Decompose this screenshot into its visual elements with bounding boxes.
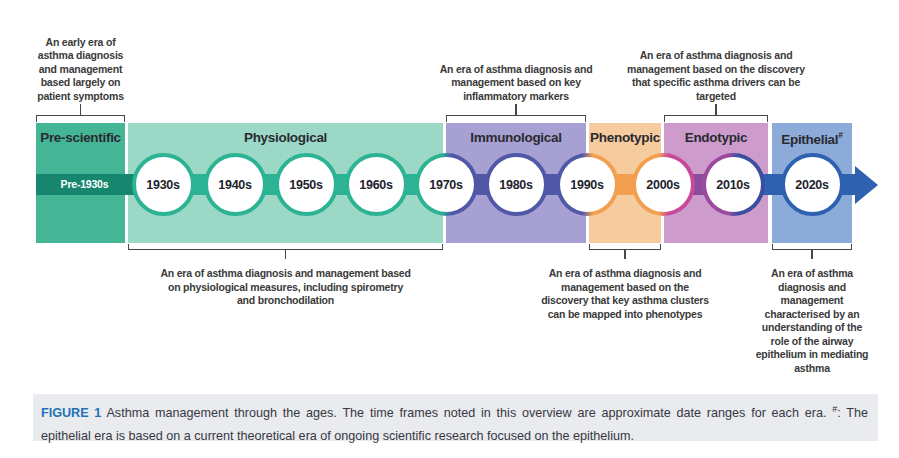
annotation-physiological-note: An era of asthma diagnosis and managemen…: [151, 267, 421, 308]
decade-label: 2020s: [785, 157, 840, 212]
era-label-epithelial: Epithelial#: [772, 130, 852, 147]
timeline-node-2010s: 2010s: [702, 153, 765, 216]
era-label-physiological: Physiological: [128, 130, 443, 145]
decade-label: 2010s: [706, 157, 761, 212]
decade-label: 1980s: [489, 157, 544, 212]
bracket-immunological-note: [446, 115, 586, 122]
timeline-arrow-icon: [855, 166, 878, 204]
timeline-node-2020s: 2020s: [781, 153, 844, 216]
bracket-endotypic-note: [664, 115, 768, 122]
timeline-node-1970s: 1970s: [415, 153, 478, 216]
era-label-pre-scientific: Pre-scientific: [36, 130, 125, 145]
bracket-tick-endotypic-note: [715, 104, 716, 115]
caption-body-text: Asthma management through the ages. The …: [106, 406, 832, 420]
figure-asthma-eras-timeline: Pre-scientificPhysiologicalImmunological…: [0, 0, 899, 458]
decade-label: 1930s: [136, 157, 191, 212]
annotation-pre-scientific-note: An early era of asthma diagnosis and man…: [25, 36, 137, 104]
decade-label: 1940s: [208, 157, 263, 212]
era-label-phenotypic: Phenotypic: [589, 130, 661, 145]
bracket-tick-pre-scientific-note: [80, 104, 81, 115]
bracket-tick-phenotypic-note: [624, 250, 625, 259]
annotation-endotypic-note: An era of asthma diagnosis and managemen…: [606, 49, 826, 103]
annotation-immunological-note: An era of asthma diagnosis and managemen…: [424, 63, 609, 104]
era-footnote-marker: #: [838, 130, 842, 140]
annotation-phenotypic-note: An era of asthma diagnosis and managemen…: [528, 267, 723, 321]
decade-label: 1960s: [349, 157, 404, 212]
timeline-node-1980s: 1980s: [485, 153, 548, 216]
bracket-tick-immunological-note: [515, 104, 516, 115]
era-label-immunological: Immunological: [446, 130, 586, 145]
pre-1930s-label: Pre-1930s: [36, 174, 133, 195]
bracket-pre-scientific-note: [36, 115, 125, 122]
timeline-node-1960s: 1960s: [345, 153, 408, 216]
annotation-epithelial-note: An era of asthma diagnosis and managemen…: [745, 267, 880, 375]
decade-label: 1950s: [279, 157, 334, 212]
timeline-node-1950s: 1950s: [275, 153, 338, 216]
bracket-tick-physiological-note: [285, 250, 286, 259]
timeline-node-1990s: 1990s: [556, 153, 619, 216]
timeline-node-1940s: 1940s: [204, 153, 267, 216]
timeline-node-1930s: 1930s: [132, 153, 195, 216]
bracket-tick-epithelial-note: [811, 250, 812, 259]
figure-caption: FIGURE 1 Asthma management through the a…: [33, 394, 878, 441]
timeline-node-2000s: 2000s: [632, 153, 695, 216]
decade-label: 1990s: [560, 157, 615, 212]
decade-label: 1970s: [419, 157, 474, 212]
caption-figure-label: FIGURE 1: [41, 406, 101, 420]
decade-label: 2000s: [636, 157, 691, 212]
era-label-endotypic: Endotypic: [664, 130, 768, 145]
